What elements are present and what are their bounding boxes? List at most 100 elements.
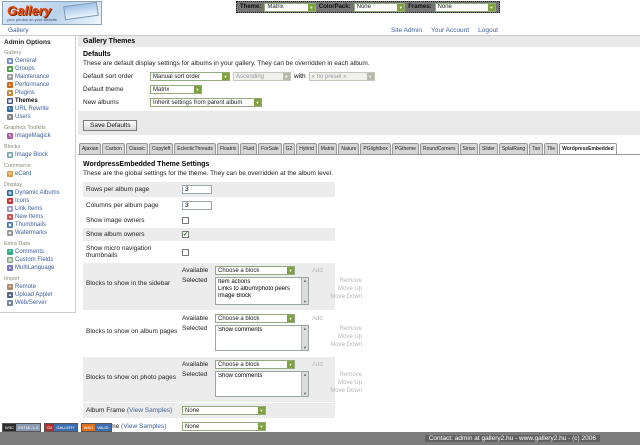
scroll-up-icon[interactable]: ▲ <box>303 278 307 283</box>
list-item[interactable]: Item actions <box>218 279 251 285</box>
theme-tab[interactable]: ForSale <box>258 143 282 154</box>
theme-tab[interactable]: Tan <box>529 143 544 154</box>
theme-tab[interactable]: EclecticThreads <box>174 143 216 154</box>
sidebar-item[interactable]: ▣ General <box>4 57 74 65</box>
blocks-photo-add-link[interactable]: Add <box>312 361 323 368</box>
sidebar-item[interactable]: ◆ Link Items <box>4 205 74 213</box>
theme-tab[interactable]: Tile <box>544 143 559 154</box>
sidebar-item[interactable]: ▦ Themes <box>4 97 74 105</box>
sidebar-item[interactable]: ▦ Dynamic Albums <box>4 189 74 197</box>
block-action-link[interactable]: Remove <box>339 326 362 332</box>
theme-tab[interactable]: Fluid <box>240 143 258 154</box>
show-micro-nav-checkbox[interactable] <box>182 248 189 256</box>
theme-tab[interactable]: Nature <box>338 143 360 154</box>
theme-tab[interactable]: SplatRang <box>498 143 529 154</box>
sidebar-item[interactable]: ★ Icons <box>4 197 74 205</box>
rows-per-page-input[interactable] <box>182 185 212 194</box>
album-frame-view-samples-link[interactable]: (View Samples) <box>126 407 173 414</box>
sidebar-item[interactable]: ✉ eCard <box>4 170 74 178</box>
save-defaults-button[interactable]: Save Defaults <box>83 120 138 131</box>
sidebar-item[interactable]: ✚ Maintenance <box>4 73 74 81</box>
sidebar-item[interactable]: ▣ Image Block <box>4 151 74 159</box>
block-action-link[interactable]: Move Up <box>337 380 362 386</box>
sort-order-select[interactable]: Manual sort order ▼ <box>150 72 230 81</box>
block-action-link[interactable]: Move Up <box>337 286 362 292</box>
blocks-album-selected-list[interactable]: ▲ ▼ Show comments <box>215 325 309 351</box>
theme-tab[interactable]: Carbon <box>102 143 125 154</box>
scroll-down-icon[interactable]: ▼ <box>303 391 307 396</box>
theme-tab[interactable]: Matrix <box>317 143 338 154</box>
block-action-link[interactable]: Move Down <box>330 294 362 300</box>
sidebar-item[interactable]: ✈ Remote <box>4 283 74 291</box>
sidebar-item[interactable]: ● MultiLanguage <box>4 264 74 272</box>
show-image-owners-checkbox[interactable] <box>182 217 189 224</box>
new-albums-select[interactable]: Inherit settings from parent album ▼ <box>150 98 262 107</box>
scroll-down-icon[interactable]: ▼ <box>303 299 307 304</box>
your-account-link[interactable]: Your Account <box>431 27 470 34</box>
scroll-up-icon[interactable]: ▲ <box>303 326 307 331</box>
site-admin-link[interactable]: Site Admin <box>390 27 423 34</box>
blocks-album-available-select[interactable]: Choose a block ▼ <box>215 314 295 323</box>
scrollbar[interactable]: ▲ ▼ <box>301 372 308 396</box>
breadcrumb[interactable]: Gallery <box>8 27 29 34</box>
blocks-sidebar-selected-list[interactable]: ▲ ▼ Item actions Links to album/photo pee… <box>215 277 309 305</box>
cols-per-page-input[interactable] <box>182 201 212 210</box>
theme-tab[interactable]: Ajaxian <box>79 143 102 154</box>
sidebar-item[interactable]: ■ Web/Server <box>4 299 74 307</box>
list-item[interactable]: Image Block <box>218 293 252 299</box>
theme-tab[interactable]: PGlightbox <box>360 143 391 154</box>
list-item[interactable]: Show comments <box>218 373 263 379</box>
block-action-link[interactable]: Remove <box>339 372 362 378</box>
block-action-link[interactable]: Remove <box>339 278 362 284</box>
theme-tab[interactable]: G2 <box>282 143 296 154</box>
blocks-album-add-link[interactable]: Add <box>312 315 323 322</box>
block-action-link[interactable]: Move Down <box>330 342 362 348</box>
theme-tab[interactable]: Hybrid <box>296 143 317 154</box>
theme-tab[interactable]: Siriux <box>459 143 479 154</box>
sidebar-item[interactable]: ▣ Thumbnails <box>4 221 74 229</box>
album-frame-select[interactable]: None ▼ <box>182 406 266 415</box>
theme-tab[interactable]: WordpressEmbedded <box>559 143 617 154</box>
scroll-down-icon[interactable]: ▼ <box>303 345 307 350</box>
theme-tab[interactable]: Copyleft <box>148 143 174 154</box>
blocks-sidebar-available-select[interactable]: Choose a block ▼ <box>215 266 295 275</box>
default-theme-select[interactable]: Matrix ▼ <box>150 85 202 94</box>
item-frame-view-samples-link[interactable]: (View Samples) <box>121 423 167 430</box>
sidebar-item[interactable]: ■ Watermarks <box>4 229 74 237</box>
sidebar-item[interactable]: ■ Plugins <box>4 89 74 97</box>
list-item[interactable]: Links to album/photo peers <box>218 286 291 292</box>
theme-tab[interactable]: Floatrix <box>216 143 240 154</box>
validator-badge[interactable]: G2 GALLERY <box>43 423 78 432</box>
sidebar-item[interactable]: ● Users <box>4 113 74 121</box>
theme-select[interactable]: Matrix ▼ <box>264 2 316 12</box>
sidebar-item[interactable]: ❝ Comments <box>4 248 74 256</box>
sidebar-item[interactable]: ◆ Groups <box>4 65 74 73</box>
sidebar-item[interactable]: ▸ Performance <box>4 81 74 89</box>
scroll-up-icon[interactable]: ▲ <box>303 372 307 377</box>
item-frame-select[interactable]: None ▼ <box>182 422 266 431</box>
sidebar-item[interactable]: ↻ URL Rewrite <box>4 105 74 113</box>
frames-select[interactable]: None ▼ <box>434 2 497 12</box>
blocks-photo-available-select[interactable]: Choose a block ▼ <box>215 360 295 369</box>
sidebar-item[interactable]: ▦ Custom Fields <box>4 256 74 264</box>
block-action-link[interactable]: Move Up <box>337 334 362 340</box>
colorpack-select[interactable]: None ▼ <box>353 2 406 12</box>
list-item[interactable]: Show comments <box>218 327 263 333</box>
theme-tab[interactable]: Classic <box>125 143 148 154</box>
scrollbar[interactable]: ▲ ▼ <box>301 278 308 304</box>
blocks-photo-selected-list[interactable]: ▲ ▼ Show comments <box>215 371 309 397</box>
sidebar-item[interactable]: ● New Items <box>4 213 74 221</box>
validator-badge[interactable]: W3C XHTML 1.0 <box>2 423 41 432</box>
block-action-link[interactable]: Move Down <box>330 388 362 394</box>
blocks-sidebar-add-link[interactable]: Add <box>312 267 323 274</box>
sidebar-item[interactable]: ✎ ImageMagick <box>4 132 74 140</box>
scrollbar[interactable]: ▲ ▼ <box>301 326 308 350</box>
gallery-logo[interactable]: Gallery your photos on your website <box>2 1 102 25</box>
theme-tab[interactable]: RoundCorners <box>419 143 459 154</box>
theme-tab[interactable]: Slider <box>479 143 498 154</box>
sidebar-item[interactable]: ▲ Upload Applet <box>4 291 74 299</box>
logout-link[interactable]: Logout <box>478 27 498 34</box>
theme-tab[interactable]: PGtheme <box>391 143 419 154</box>
show-album-owners-checkbox[interactable]: ✔ <box>182 231 189 238</box>
validator-badge[interactable]: WSG VALID <box>80 423 112 432</box>
